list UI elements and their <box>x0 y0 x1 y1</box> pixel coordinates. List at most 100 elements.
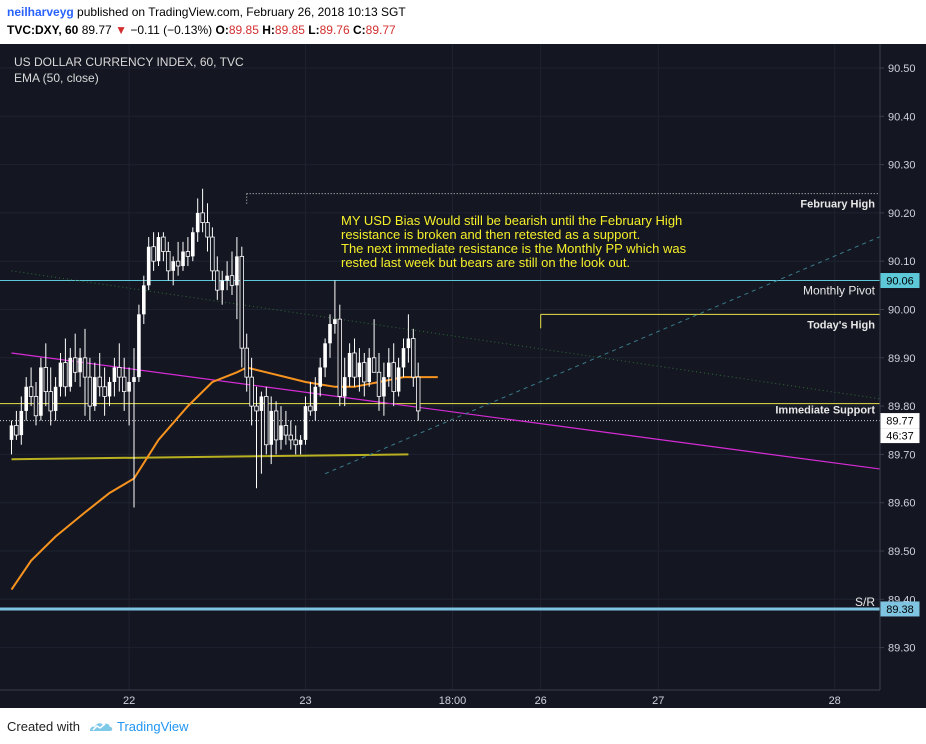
candle <box>347 343 352 387</box>
candle-body-down <box>215 270 220 291</box>
candle-body-up <box>68 357 73 387</box>
annotation-line: MY USD Bias Would still be bearish until… <box>341 213 682 228</box>
candle <box>323 338 327 378</box>
candle <box>33 381 39 426</box>
high-value: 89.85 <box>274 23 305 37</box>
ema-line <box>10 366 438 591</box>
candle <box>396 357 401 397</box>
candle-body-up <box>298 439 303 445</box>
candle-body-up <box>387 362 391 378</box>
author-link[interactable]: neilharveyg <box>7 5 74 19</box>
candle <box>220 270 224 305</box>
candle-body-up <box>303 406 308 440</box>
candle-body-down <box>175 260 181 267</box>
candle <box>244 333 249 392</box>
candle <box>48 367 53 426</box>
candle <box>254 386 259 489</box>
candles <box>9 188 421 508</box>
candle <box>229 251 235 296</box>
low-value: 89.76 <box>319 23 350 37</box>
candle-body-up <box>132 377 136 382</box>
tradingview-logo-icon[interactable] <box>88 718 114 734</box>
candle-body-up <box>342 377 347 397</box>
close-label: C: <box>352 23 366 37</box>
price-tick-label: 89.60 <box>888 498 916 510</box>
level-label: Today's High <box>807 319 875 331</box>
candle-body-down <box>28 386 34 397</box>
candle-body-up <box>313 386 318 411</box>
candle-body-down <box>249 376 254 407</box>
candle <box>406 314 411 363</box>
candle-body-up <box>382 377 386 397</box>
candle-body-down <box>166 251 171 272</box>
price-badge-box <box>880 601 920 617</box>
candle <box>142 275 146 324</box>
candle-body-up <box>367 357 371 382</box>
candle-body-up <box>323 343 327 368</box>
candle <box>181 241 185 271</box>
candle-body-up <box>127 381 131 392</box>
candle-body-up <box>269 410 273 445</box>
publish-line: neilharveyg published on TradingView.com… <box>7 5 406 19</box>
candle-body-up <box>181 251 185 267</box>
candle <box>185 237 191 267</box>
price-chart[interactable]: February High Monthly Pivot Today's High Im… <box>0 44 926 708</box>
price-change: −0.11 (−0.13%) <box>130 23 213 37</box>
candle-body-down <box>102 386 107 397</box>
publish-header: neilharveyg published on TradingView.com… <box>0 0 926 44</box>
price-tick-label: 90.50 <box>888 63 916 75</box>
price-badge-label: 46:37 <box>886 431 914 443</box>
candle-body-down <box>371 357 377 373</box>
candle-body-up <box>9 425 14 440</box>
open-value: 89.85 <box>228 23 259 37</box>
candle-body-down <box>151 246 156 262</box>
candle <box>303 396 308 445</box>
candle-body-down <box>205 222 210 238</box>
candle <box>342 357 347 407</box>
price-axis-background[interactable] <box>880 44 926 708</box>
candle <box>362 352 367 397</box>
candle-body-down <box>229 275 235 286</box>
price-tick-label: 89.50 <box>888 546 916 558</box>
candle-body-down <box>411 338 416 378</box>
candle-body-up <box>396 367 401 392</box>
candle <box>391 343 396 407</box>
candle <box>376 352 382 411</box>
candle-body-down <box>264 396 269 446</box>
candle-body-up <box>235 256 239 286</box>
candle <box>14 410 19 440</box>
candle-body-up <box>107 381 112 397</box>
candle <box>225 261 229 291</box>
candle-body-up <box>357 362 362 378</box>
candle <box>19 396 24 445</box>
candle-body-down <box>161 236 166 252</box>
candle <box>68 348 73 392</box>
chart-title: US DOLLAR CURRENCY INDEX, 60, TVC <box>14 55 244 69</box>
candle-body-up <box>39 367 43 416</box>
price-badge-label: 90.06 <box>886 276 914 288</box>
level-label: S/R <box>855 595 875 609</box>
candle-body-down <box>48 391 53 412</box>
plot-background <box>0 44 926 708</box>
candle <box>273 401 279 455</box>
candle <box>195 198 200 242</box>
price-tick-label: 89.80 <box>888 401 916 413</box>
candle <box>279 406 283 450</box>
candle <box>132 348 136 508</box>
close-value: 89.77 <box>365 23 396 37</box>
candle <box>171 256 175 286</box>
candle-body-down <box>283 425 289 436</box>
candle-body-down <box>293 439 298 446</box>
annotation-line: resistance is broken and then retested a… <box>341 227 640 242</box>
candle-body-up <box>220 280 224 291</box>
candle <box>53 377 58 421</box>
price-tick-label: 90.40 <box>888 111 916 123</box>
candle <box>122 357 127 411</box>
candle <box>151 232 156 271</box>
tradingview-link[interactable]: TradingView <box>117 719 189 734</box>
candle <box>308 381 313 416</box>
price-tick-label: 90.30 <box>888 160 916 172</box>
candle-body-up <box>406 338 411 349</box>
candle-body-down <box>185 251 191 257</box>
